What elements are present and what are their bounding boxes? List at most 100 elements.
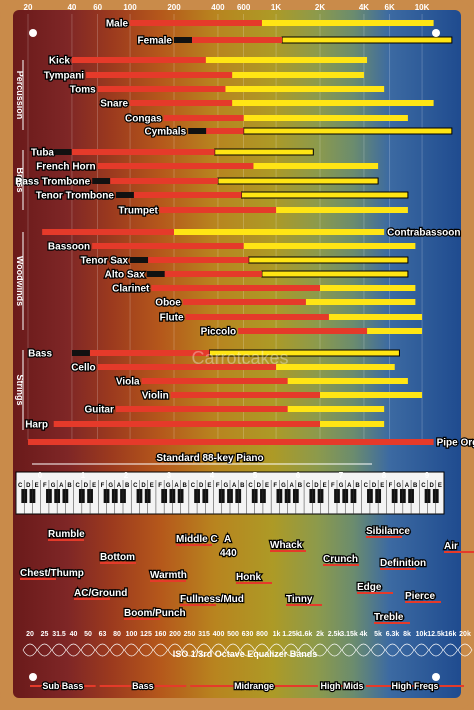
note-letter: G (224, 483, 229, 489)
harmonics-bar (287, 406, 385, 412)
instrument-row: Contrabassoon (42, 226, 462, 240)
tone-word: Crunch (323, 554, 358, 565)
fundamental-bar (238, 328, 368, 334)
instrument-row: Tympani (43, 69, 364, 83)
note-letter: C (18, 483, 23, 489)
instrument-label: Congas (125, 114, 162, 125)
instrument-label: Oboe (155, 298, 181, 309)
note-letter: C (364, 483, 369, 489)
bar-cap (174, 37, 192, 43)
bottom-tick-label: 200 (169, 631, 181, 638)
note-letter: F (216, 483, 220, 489)
note-letter: B (355, 483, 360, 489)
tone-word: Middle C (176, 534, 218, 545)
bottom-tick-label: 20k (459, 631, 471, 638)
top-tick-label: 20 (24, 3, 33, 12)
piano-label: Standard 88-key Piano (156, 453, 263, 464)
bottom-tick-label: 80 (113, 631, 121, 638)
tone-word: Treble (374, 612, 404, 623)
top-tick-label: 40 (67, 3, 76, 12)
note-letter: E (265, 483, 269, 489)
note-letter: E (380, 483, 384, 489)
tone-word: Pierce (405, 591, 435, 602)
instrument-row: Harp (24, 418, 385, 432)
note-letter: D (314, 483, 319, 489)
bottom-tick-label: 4k (360, 631, 368, 638)
instrument-row: Tenor Sax (79, 254, 409, 268)
eq-band-curve (51, 643, 67, 657)
instrument-label: Guitar (84, 405, 114, 416)
note-letter: D (257, 483, 262, 489)
group-label: Strings (15, 374, 25, 405)
instrument-label: Pipe Organ (437, 438, 474, 449)
bottom-tick-label: 25 (41, 631, 49, 638)
instrument-row: Viola (115, 375, 408, 389)
note-letter: C (248, 483, 253, 489)
note-letter: D (372, 483, 377, 489)
instrument-bars: Male Female Kick Tympani Toms Snare Congas Cymb… (14, 17, 474, 449)
bottom-tick-label: 1.6k (299, 631, 313, 638)
eq-band-curve (22, 643, 38, 657)
bottom-tick-label: 250 (184, 631, 196, 638)
tone-word: Air (444, 541, 458, 552)
harmonics-bar (243, 127, 453, 135)
instrument-row: Trumpet (117, 204, 408, 218)
eq-band-curve (370, 643, 386, 657)
instrument-row: Kick (48, 54, 368, 68)
eq-band-curve (95, 643, 110, 657)
instrument-row: Violin (141, 389, 423, 403)
harmonics-bar (276, 207, 408, 213)
bottom-tick-label: 2.5k (328, 631, 342, 638)
note-letter: C (306, 483, 311, 489)
octave-number: 7 (339, 471, 344, 480)
eq-band-curve (254, 643, 270, 657)
harmonics-bar (305, 299, 416, 305)
harmonics-bar (253, 163, 379, 169)
eq-band-curve (312, 643, 328, 657)
eq-band-curve (414, 643, 429, 657)
eq-band-curve (298, 643, 313, 657)
note-letter: E (323, 483, 327, 489)
top-tick-label: 1K (271, 3, 281, 12)
eq-band-curve (80, 643, 96, 657)
note-letter: B (413, 483, 418, 489)
instrument-row: Flute (158, 311, 423, 325)
instrument-label: Bassoon (48, 242, 90, 253)
harmonics-bar (232, 100, 434, 106)
fundamental-bar (53, 149, 215, 155)
fundamental-bar (174, 37, 283, 43)
eq-band-curve (196, 643, 212, 657)
instrument-row: Toms (69, 83, 385, 97)
eq-band-curve (182, 643, 197, 657)
instrument-row: Female (136, 34, 453, 48)
tone-word: AC/Ground (74, 588, 127, 599)
bottom-axis: 20 25 31.5 40 50 63 80 100 125 160 200 250 315 400 500… (22, 631, 473, 659)
eq-band-curve (385, 643, 400, 657)
octave-number: 3 (167, 471, 172, 480)
instrument-label: Bass (28, 349, 52, 360)
top-tick-label: 4K (359, 3, 369, 12)
band-label: Sub Bass (42, 681, 83, 691)
tone-word: Warmth (150, 570, 187, 581)
instrument-label: Tenor Trombone (36, 191, 115, 202)
tone-word: Definition (380, 558, 426, 569)
note-letter: B (67, 483, 72, 489)
bottom-tick-label: 12.5k (427, 631, 445, 638)
note-letter: D (199, 483, 204, 489)
fundamental-bar (92, 243, 244, 249)
fundamental-bar (28, 439, 434, 445)
instrument-row: Snare (99, 97, 434, 111)
band-label: High Mids (320, 681, 363, 691)
instrument-label: Tympani (44, 71, 85, 82)
octave-number: 2 (124, 471, 129, 480)
rivet-top-right (432, 29, 440, 37)
eq-band-curve (356, 643, 371, 657)
group-label: Percussion (15, 71, 25, 120)
harmonics-bar (281, 36, 453, 44)
harmonics-bar (367, 328, 423, 334)
top-tick-label: 400 (211, 3, 225, 12)
note-letter: E (207, 483, 211, 489)
note-letter: C (76, 483, 81, 489)
